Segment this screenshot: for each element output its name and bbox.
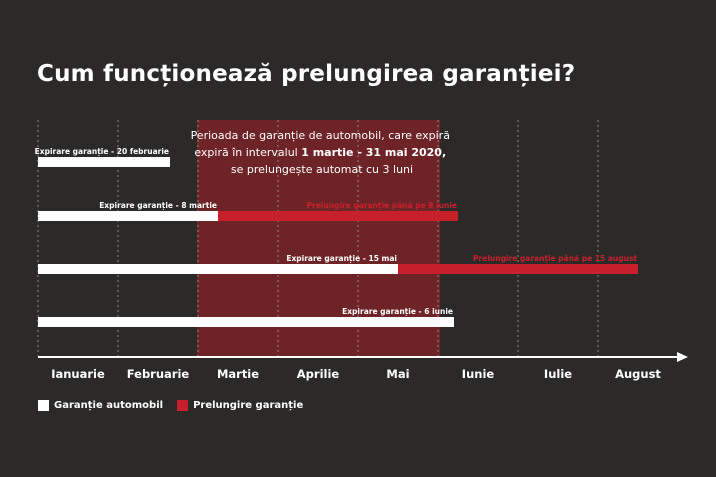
- legend: Garanție automobil Prelungire garanție: [38, 400, 303, 411]
- time-axis: [38, 352, 688, 362]
- legend-item-warranty: Garanție automobil: [38, 400, 163, 411]
- highlight-text-line-2: expiră în intervalul: [194, 146, 301, 159]
- month-label: August: [615, 367, 661, 381]
- extension-label: Prelungire garanție până pe 8 iunie: [307, 201, 458, 211]
- legend-swatch-warranty: [38, 400, 49, 411]
- month-label: Iulie: [544, 367, 572, 381]
- extension-bar: [398, 264, 638, 274]
- warranty-bar: [38, 264, 398, 274]
- page-title: Cum funcționează prelungirea garanției?: [37, 61, 576, 87]
- extension-bar: [218, 211, 458, 221]
- month-labels: Ianuarie Februarie Martie Aprilie Mai Iunie Iu…: [51, 367, 661, 381]
- month-label: Mai: [386, 367, 409, 381]
- month-label: Iunie: [462, 367, 495, 381]
- warranty-label: Expirare garanție - 20 februarie: [35, 147, 169, 157]
- warranty-bar: [38, 317, 454, 327]
- legend-label-warranty: Garanție automobil: [54, 400, 164, 411]
- legend-item-extension: Prelungire garanție: [177, 400, 303, 411]
- axis-arrow-icon: [677, 352, 688, 362]
- warranty-bars: Expirare garanție - 20 februarie Expirare…: [35, 147, 638, 327]
- extension-label: Prelungire garanție până pe 15 august: [473, 254, 637, 264]
- warranty-label: Expirare garanție - 15 mai: [286, 254, 397, 264]
- month-gridlines: [37, 120, 599, 356]
- legend-label-extension: Prelungire garanție: [193, 400, 304, 411]
- legend-swatch-extension: [177, 400, 189, 411]
- highlight-text-line-3: se prelungește automat cu 3 luni: [231, 163, 413, 176]
- month-label: Martie: [217, 367, 259, 381]
- month-label: Februarie: [127, 367, 190, 381]
- highlight-text-bold: 1 martie - 31 mai 2020,: [301, 146, 446, 159]
- highlight-text-line-1: Perioada de garanție de automobil, care …: [191, 129, 450, 142]
- highlight-period-text: Perioada de garanție de automobil, care …: [191, 129, 454, 176]
- month-label: Ianuarie: [51, 367, 105, 381]
- warranty-label: Expirare garanție - 8 martie: [99, 201, 217, 211]
- warranty-label: Expirare garanție - 6 iunie: [342, 307, 453, 317]
- warranty-bar: [38, 211, 218, 221]
- month-label: Aprilie: [297, 367, 340, 381]
- warranty-bar: [38, 157, 170, 167]
